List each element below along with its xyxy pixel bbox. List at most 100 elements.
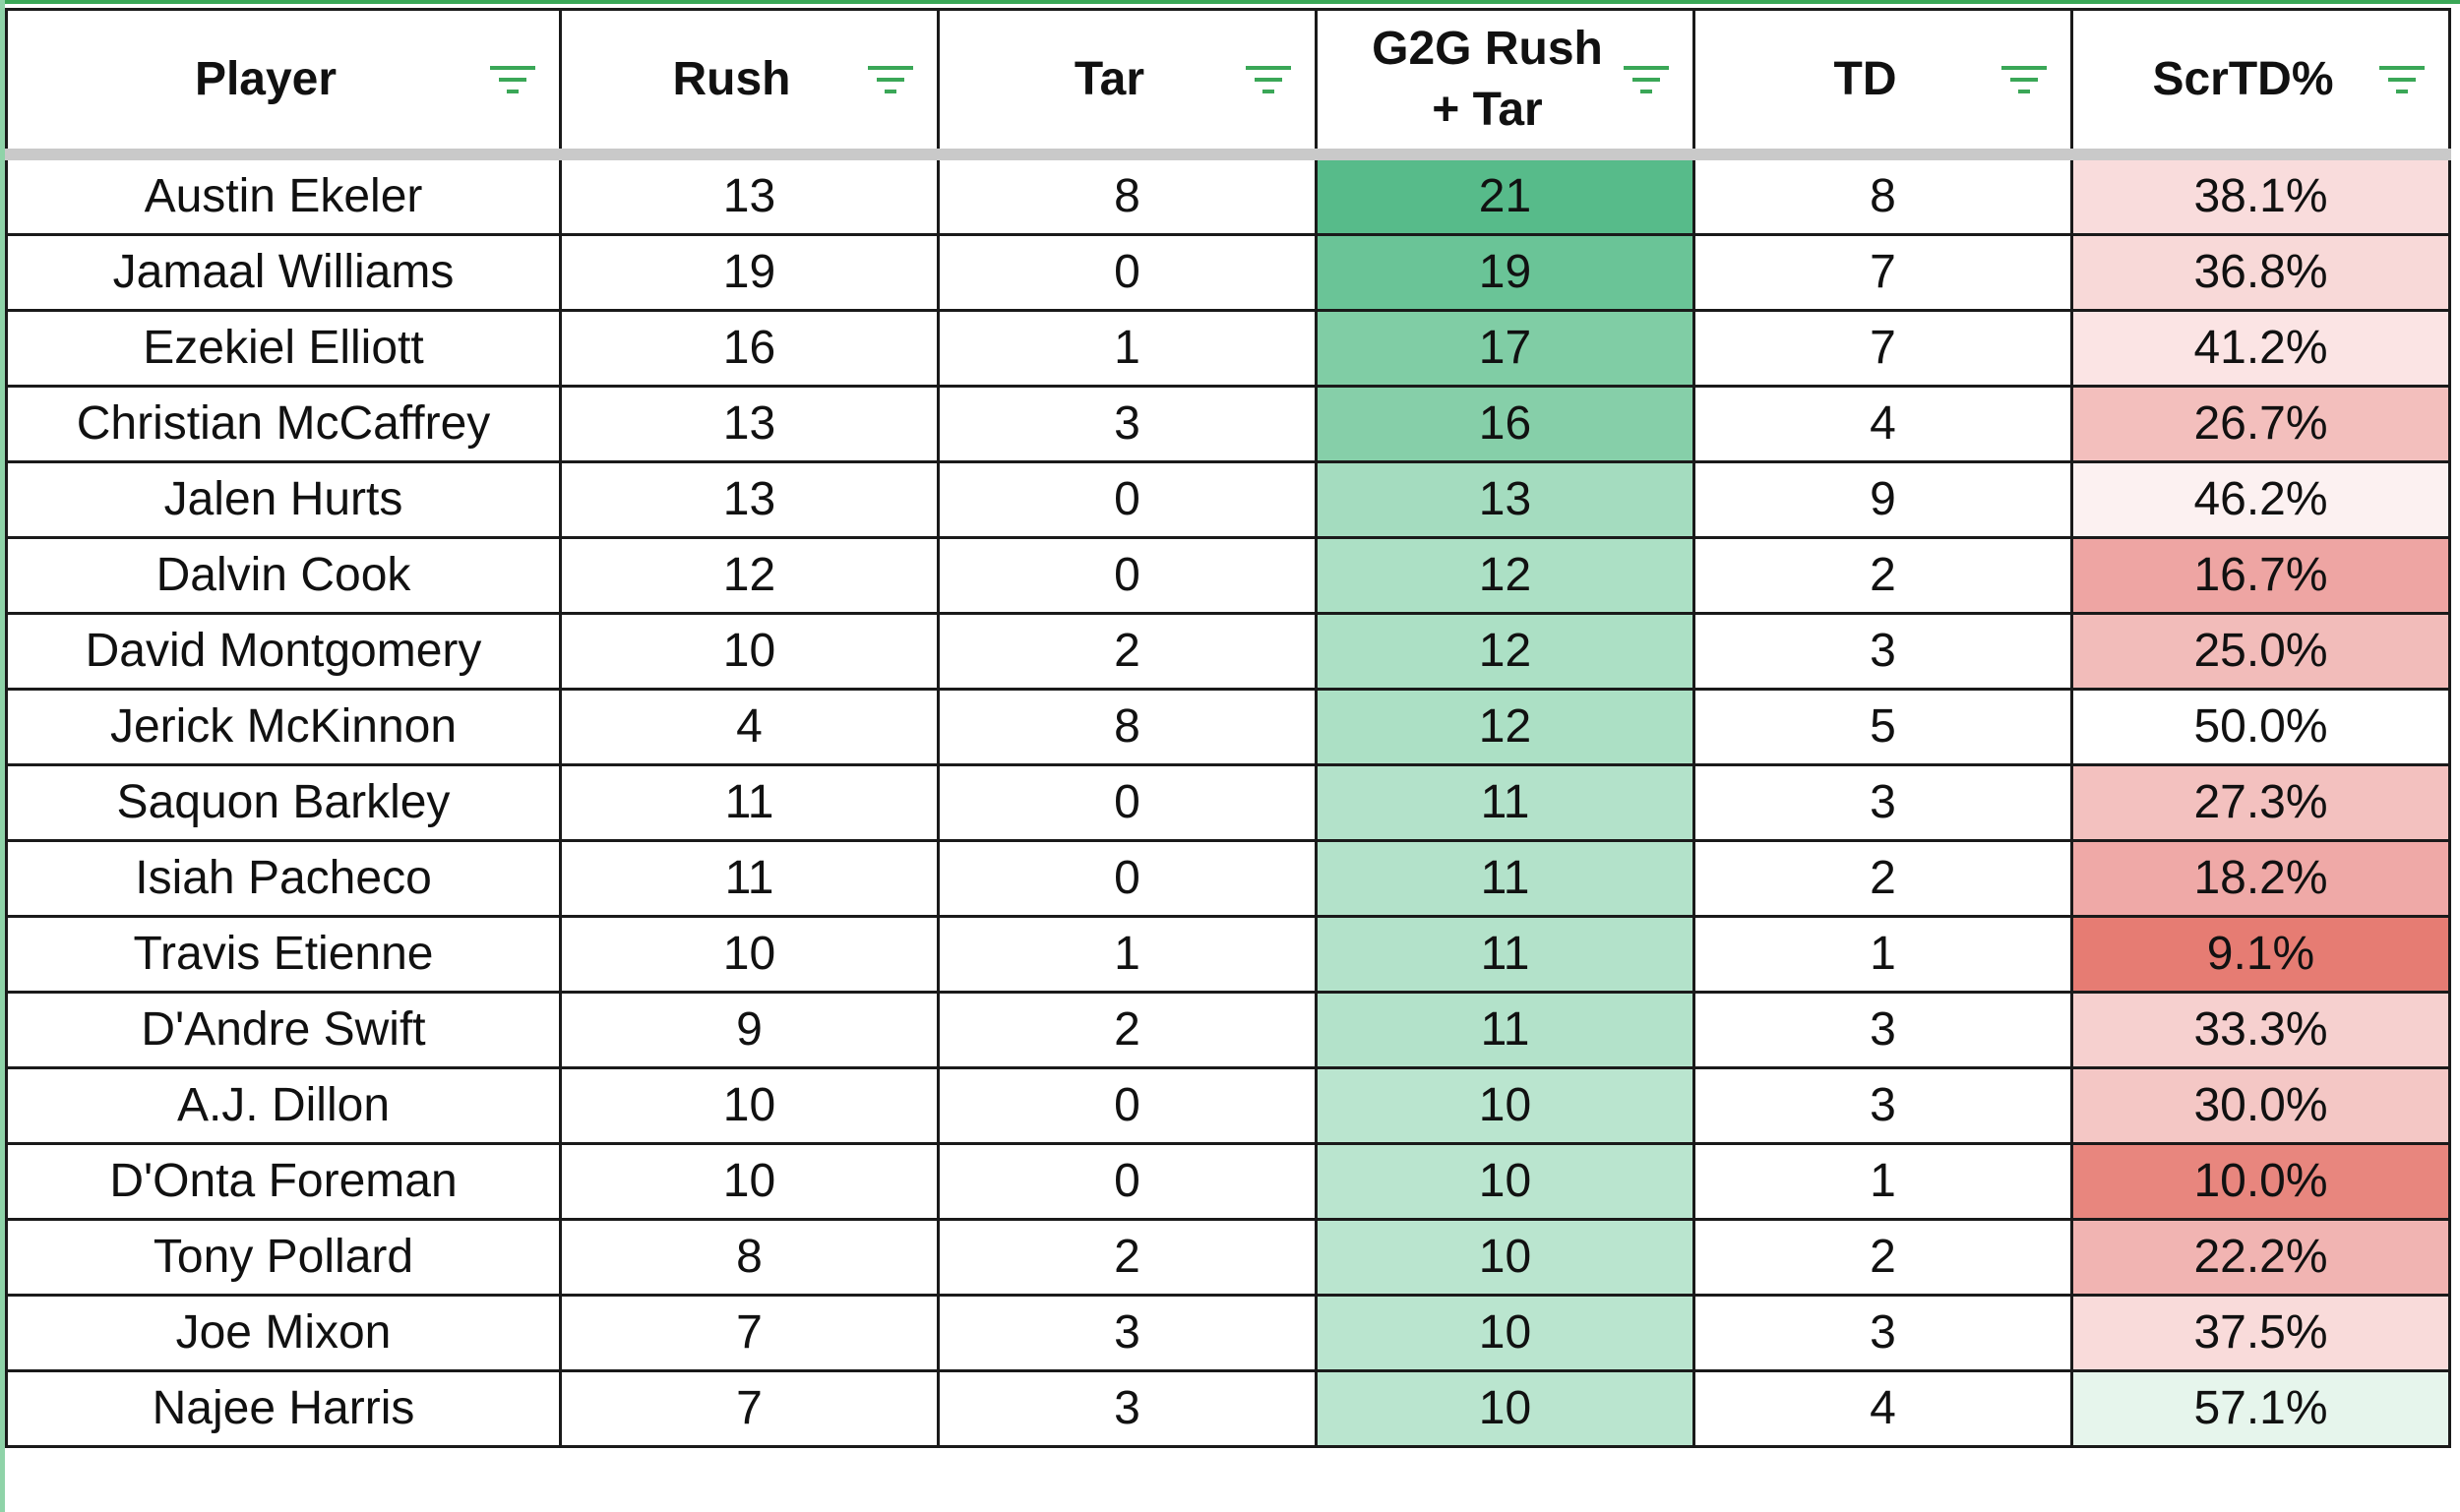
cell-scrtd[interactable]: 18.2% xyxy=(2070,839,2451,918)
cell-tar[interactable]: 0 xyxy=(937,1066,1318,1145)
cell-tar[interactable]: 8 xyxy=(937,688,1318,766)
cell-td[interactable]: 2 xyxy=(1692,536,2073,615)
cell-td[interactable]: 4 xyxy=(1692,385,2073,463)
cell-tar[interactable]: 0 xyxy=(937,233,1318,312)
cell-scrtd[interactable]: 50.0% xyxy=(2070,688,2451,766)
filter-icon[interactable] xyxy=(1244,62,1293,97)
header-td[interactable]: TD xyxy=(1692,8,2073,160)
cell-g2g[interactable]: 11 xyxy=(1315,763,1695,842)
cell-td[interactable]: 9 xyxy=(1692,460,2073,539)
cell-g2g[interactable]: 12 xyxy=(1315,688,1695,766)
cell-tar[interactable]: 8 xyxy=(937,152,1318,236)
cell-td[interactable]: 3 xyxy=(1692,991,2073,1069)
filter-icon[interactable] xyxy=(2377,62,2427,97)
cell-rush[interactable]: 12 xyxy=(559,536,940,615)
cell-g2g[interactable]: 10 xyxy=(1315,1218,1695,1297)
cell-td[interactable]: 5 xyxy=(1692,688,2073,766)
cell-g2g[interactable]: 11 xyxy=(1315,991,1695,1069)
cell-g2g[interactable]: 10 xyxy=(1315,1369,1695,1448)
cell-player[interactable]: Christian McCaffrey xyxy=(5,385,562,463)
cell-g2g[interactable]: 12 xyxy=(1315,612,1695,691)
cell-tar[interactable]: 2 xyxy=(937,612,1318,691)
header-tar[interactable]: Tar xyxy=(937,8,1318,160)
cell-player[interactable]: Isiah Pacheco xyxy=(5,839,562,918)
cell-td[interactable]: 2 xyxy=(1692,1218,2073,1297)
cell-tar[interactable]: 3 xyxy=(937,385,1318,463)
cell-g2g[interactable]: 21 xyxy=(1315,152,1695,236)
cell-player[interactable]: Travis Etienne xyxy=(5,915,562,994)
cell-scrtd[interactable]: 38.1% xyxy=(2070,152,2451,236)
cell-g2g[interactable]: 17 xyxy=(1315,309,1695,388)
cell-rush[interactable]: 10 xyxy=(559,612,940,691)
cell-scrtd[interactable]: 30.0% xyxy=(2070,1066,2451,1145)
cell-rush[interactable]: 13 xyxy=(559,152,940,236)
cell-scrtd[interactable]: 33.3% xyxy=(2070,991,2451,1069)
cell-td[interactable]: 7 xyxy=(1692,233,2073,312)
cell-td[interactable]: 3 xyxy=(1692,763,2073,842)
cell-scrtd[interactable]: 22.2% xyxy=(2070,1218,2451,1297)
cell-td[interactable]: 3 xyxy=(1692,1294,2073,1372)
cell-player[interactable]: Dalvin Cook xyxy=(5,536,562,615)
cell-td[interactable]: 8 xyxy=(1692,152,2073,236)
cell-player[interactable]: David Montgomery xyxy=(5,612,562,691)
cell-player[interactable]: D'Onta Foreman xyxy=(5,1142,562,1221)
cell-player[interactable]: Najee Harris xyxy=(5,1369,562,1448)
cell-player[interactable]: Jalen Hurts xyxy=(5,460,562,539)
cell-player[interactable]: Joe Mixon xyxy=(5,1294,562,1372)
cell-rush[interactable]: 4 xyxy=(559,688,940,766)
cell-scrtd[interactable]: 27.3% xyxy=(2070,763,2451,842)
cell-tar[interactable]: 0 xyxy=(937,460,1318,539)
cell-td[interactable]: 2 xyxy=(1692,839,2073,918)
cell-scrtd[interactable]: 37.5% xyxy=(2070,1294,2451,1372)
cell-g2g[interactable]: 13 xyxy=(1315,460,1695,539)
cell-scrtd[interactable]: 26.7% xyxy=(2070,385,2451,463)
cell-player[interactable]: Saquon Barkley xyxy=(5,763,562,842)
cell-rush[interactable]: 13 xyxy=(559,385,940,463)
cell-scrtd[interactable]: 57.1% xyxy=(2070,1369,2451,1448)
cell-rush[interactable]: 13 xyxy=(559,460,940,539)
cell-scrtd[interactable]: 10.0% xyxy=(2070,1142,2451,1221)
cell-rush[interactable]: 11 xyxy=(559,839,940,918)
cell-player[interactable]: Austin Ekeler xyxy=(5,152,562,236)
cell-scrtd[interactable]: 25.0% xyxy=(2070,612,2451,691)
cell-scrtd[interactable]: 36.8% xyxy=(2070,233,2451,312)
header-g2g[interactable]: G2G Rush + Tar xyxy=(1315,8,1695,160)
filter-icon[interactable] xyxy=(866,62,915,97)
cell-scrtd[interactable]: 16.7% xyxy=(2070,536,2451,615)
cell-g2g[interactable]: 16 xyxy=(1315,385,1695,463)
cell-tar[interactable]: 1 xyxy=(937,309,1318,388)
cell-td[interactable]: 1 xyxy=(1692,915,2073,994)
cell-g2g[interactable]: 12 xyxy=(1315,536,1695,615)
cell-td[interactable]: 3 xyxy=(1692,1066,2073,1145)
cell-tar[interactable]: 0 xyxy=(937,1142,1318,1221)
cell-tar[interactable]: 0 xyxy=(937,839,1318,918)
cell-player[interactable]: Ezekiel Elliott xyxy=(5,309,562,388)
cell-g2g[interactable]: 10 xyxy=(1315,1066,1695,1145)
cell-player[interactable]: A.J. Dillon xyxy=(5,1066,562,1145)
cell-tar[interactable]: 3 xyxy=(937,1369,1318,1448)
cell-g2g[interactable]: 10 xyxy=(1315,1142,1695,1221)
cell-rush[interactable]: 16 xyxy=(559,309,940,388)
cell-g2g[interactable]: 11 xyxy=(1315,839,1695,918)
cell-rush[interactable]: 8 xyxy=(559,1218,940,1297)
cell-rush[interactable]: 10 xyxy=(559,915,940,994)
cell-td[interactable]: 7 xyxy=(1692,309,2073,388)
cell-rush[interactable]: 10 xyxy=(559,1066,940,1145)
header-player[interactable]: Player xyxy=(5,8,562,160)
cell-scrtd[interactable]: 9.1% xyxy=(2070,915,2451,994)
cell-rush[interactable]: 7 xyxy=(559,1369,940,1448)
header-rush[interactable]: Rush xyxy=(559,8,940,160)
cell-tar[interactable]: 2 xyxy=(937,1218,1318,1297)
cell-player[interactable]: Tony Pollard xyxy=(5,1218,562,1297)
cell-tar[interactable]: 1 xyxy=(937,915,1318,994)
cell-g2g[interactable]: 11 xyxy=(1315,915,1695,994)
cell-tar[interactable]: 3 xyxy=(937,1294,1318,1372)
filter-icon[interactable] xyxy=(488,62,537,97)
cell-scrtd[interactable]: 41.2% xyxy=(2070,309,2451,388)
cell-rush[interactable]: 10 xyxy=(559,1142,940,1221)
cell-td[interactable]: 1 xyxy=(1692,1142,2073,1221)
cell-rush[interactable]: 9 xyxy=(559,991,940,1069)
header-scrtd[interactable]: ScrTD% xyxy=(2070,8,2451,160)
cell-player[interactable]: Jerick McKinnon xyxy=(5,688,562,766)
filter-icon[interactable] xyxy=(1999,62,2049,97)
